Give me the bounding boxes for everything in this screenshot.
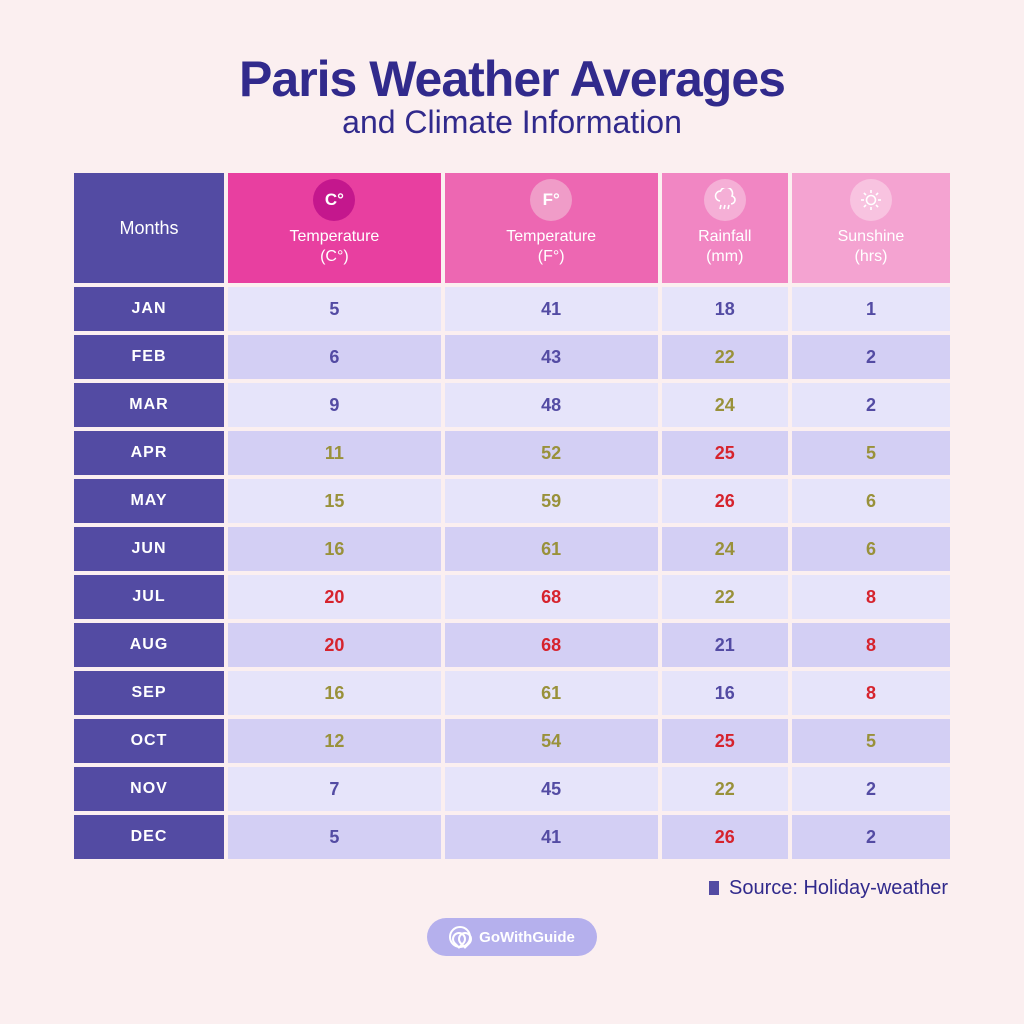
value-cell: 25	[662, 431, 788, 475]
table-body: JAN541181FEB643222MAR948242APR1152255MAY…	[74, 287, 950, 859]
value-cell: 5	[792, 719, 950, 763]
month-cell: AUG	[74, 623, 224, 667]
table-row: MAR948242	[74, 383, 950, 427]
brand-logo-icon	[449, 926, 471, 948]
table-row: JAN541181	[74, 287, 950, 331]
main-title: Paris Weather Averages	[70, 50, 954, 108]
fahrenheit-icon: F°	[530, 179, 572, 221]
value-cell: 6	[792, 527, 950, 571]
value-cell: 41	[445, 815, 658, 859]
subtitle: and Climate Information	[70, 104, 954, 141]
value-cell: 52	[445, 431, 658, 475]
month-cell: FEB	[74, 335, 224, 379]
brand-name: GoWithGuide	[479, 929, 575, 946]
source-bullet-icon	[709, 881, 719, 895]
value-cell: 8	[792, 575, 950, 619]
weather-table: Months C° Temperature(C°) F° Temperature…	[70, 169, 954, 863]
month-cell: JUN	[74, 527, 224, 571]
value-cell: 26	[662, 479, 788, 523]
col-header-temp-f: F° Temperature(F°)	[445, 173, 658, 283]
value-cell: 15	[228, 479, 441, 523]
table-row: JUN1661246	[74, 527, 950, 571]
value-cell: 5	[228, 287, 441, 331]
value-cell: 2	[792, 335, 950, 379]
table-row: DEC541262	[74, 815, 950, 859]
table-row: AUG2068218	[74, 623, 950, 667]
month-cell: JAN	[74, 287, 224, 331]
table-row: FEB643222	[74, 335, 950, 379]
table-row: JUL2068228	[74, 575, 950, 619]
col-header-temp-c: C° Temperature(C°)	[228, 173, 441, 283]
table-row: APR1152255	[74, 431, 950, 475]
value-cell: 22	[662, 767, 788, 811]
value-cell: 59	[445, 479, 658, 523]
value-cell: 6	[792, 479, 950, 523]
value-cell: 9	[228, 383, 441, 427]
value-cell: 5	[792, 431, 950, 475]
value-cell: 18	[662, 287, 788, 331]
value-cell: 12	[228, 719, 441, 763]
title-block: Paris Weather Averages and Climate Infor…	[70, 50, 954, 141]
value-cell: 2	[792, 767, 950, 811]
value-cell: 26	[662, 815, 788, 859]
value-cell: 61	[445, 527, 658, 571]
value-cell: 1	[792, 287, 950, 331]
value-cell: 24	[662, 527, 788, 571]
value-cell: 5	[228, 815, 441, 859]
value-cell: 20	[228, 575, 441, 619]
value-cell: 22	[662, 575, 788, 619]
month-cell: OCT	[74, 719, 224, 763]
value-cell: 8	[792, 671, 950, 715]
value-cell: 61	[445, 671, 658, 715]
col-header-sunshine: Sunshine(hrs)	[792, 173, 950, 283]
header-row: Months C° Temperature(C°) F° Temperature…	[74, 173, 950, 283]
value-cell: 11	[228, 431, 441, 475]
month-cell: JUL	[74, 575, 224, 619]
source-attribution: Source: Holiday-weather	[70, 877, 954, 900]
month-cell: SEP	[74, 671, 224, 715]
value-cell: 45	[445, 767, 658, 811]
value-cell: 48	[445, 383, 658, 427]
value-cell: 54	[445, 719, 658, 763]
month-cell: NOV	[74, 767, 224, 811]
rain-icon	[704, 179, 746, 221]
value-cell: 16	[228, 527, 441, 571]
month-cell: MAR	[74, 383, 224, 427]
value-cell: 8	[792, 623, 950, 667]
value-cell: 20	[228, 623, 441, 667]
table-row: SEP1661168	[74, 671, 950, 715]
value-cell: 6	[228, 335, 441, 379]
value-cell: 24	[662, 383, 788, 427]
value-cell: 2	[792, 383, 950, 427]
month-cell: DEC	[74, 815, 224, 859]
brand-badge: GoWithGuide	[427, 918, 597, 956]
col-header-rainfall: Rainfall(mm)	[662, 173, 788, 283]
value-cell: 16	[662, 671, 788, 715]
value-cell: 21	[662, 623, 788, 667]
value-cell: 43	[445, 335, 658, 379]
months-header: Months	[74, 173, 224, 283]
value-cell: 16	[228, 671, 441, 715]
value-cell: 41	[445, 287, 658, 331]
value-cell: 68	[445, 623, 658, 667]
table-row: MAY1559266	[74, 479, 950, 523]
value-cell: 25	[662, 719, 788, 763]
table-row: NOV745222	[74, 767, 950, 811]
value-cell: 7	[228, 767, 441, 811]
table-row: OCT1254255	[74, 719, 950, 763]
value-cell: 68	[445, 575, 658, 619]
value-cell: 2	[792, 815, 950, 859]
month-cell: MAY	[74, 479, 224, 523]
month-cell: APR	[74, 431, 224, 475]
sun-icon	[850, 179, 892, 221]
value-cell: 22	[662, 335, 788, 379]
celsius-icon: C°	[313, 179, 355, 221]
